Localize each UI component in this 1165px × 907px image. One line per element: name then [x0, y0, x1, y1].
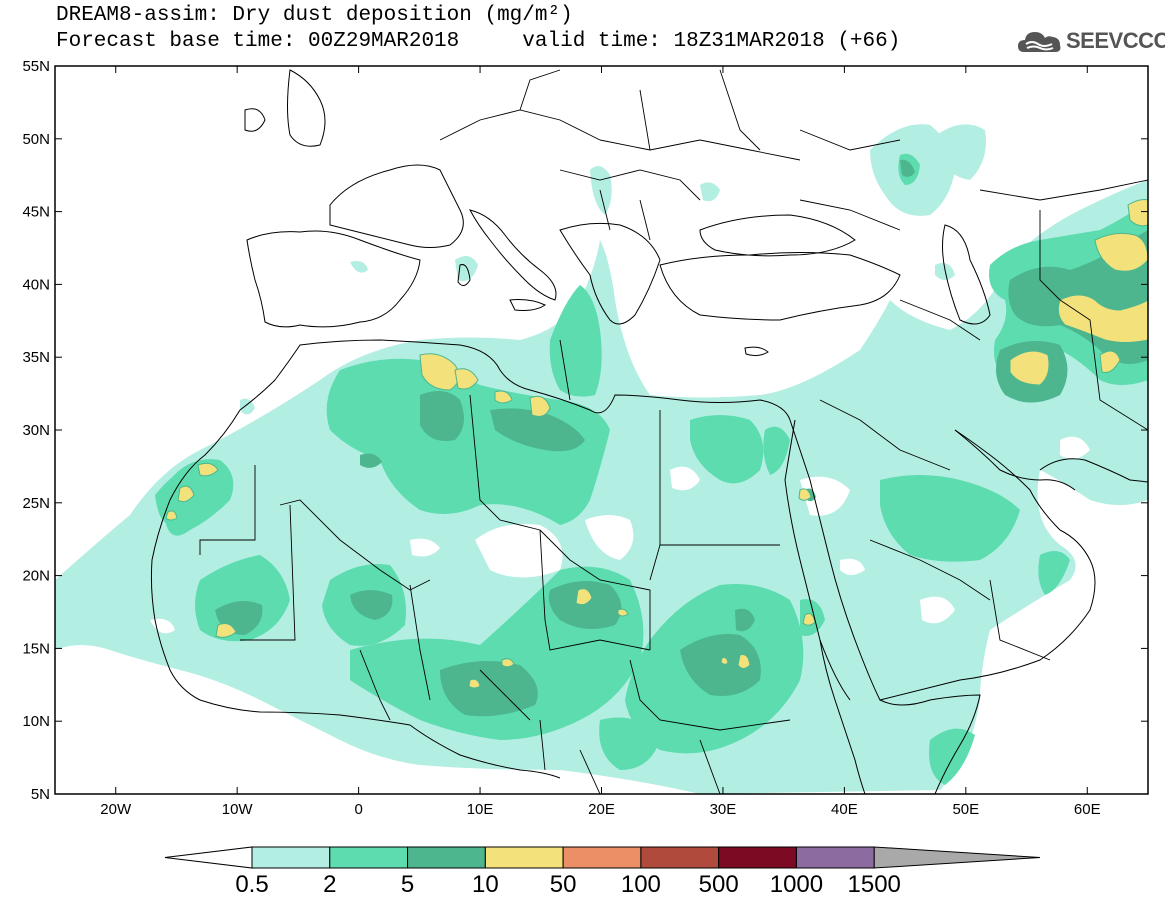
coastlines: [150, 69, 1148, 794]
colorbar-segment: [407, 846, 486, 869]
valid-time: valid time: 18Z31MAR2018 (+66): [522, 30, 901, 53]
forecast-base-time: Forecast base time: 00Z29MAR2018: [56, 30, 460, 53]
colorbar-label: 10: [472, 871, 499, 898]
colorbar-under-triangle: [164, 846, 253, 869]
longitude-ticks: 20W 10W 0 10E 20E 30E 40E 50E 60E: [100, 66, 1101, 818]
colorbar: 0.5 2 5 10 50 100 500 1000 1500: [164, 846, 1041, 898]
lon-tick-label: 60E: [1074, 801, 1101, 818]
lat-tick-label: 15N: [22, 640, 50, 657]
lat-tick-label: 35N: [22, 349, 50, 366]
colorbar-segment: [562, 846, 642, 869]
colorbar-label: 500: [699, 871, 739, 898]
colorbar-segment: [329, 846, 409, 869]
lon-tick-label: 10W: [222, 801, 254, 818]
lon-tick-label: 0: [354, 801, 362, 818]
map-area: [55, 66, 1148, 794]
lon-tick-label: 30E: [710, 801, 737, 818]
country-borders: [199, 69, 1148, 794]
cloud-icon: [1018, 32, 1061, 52]
colorbar-label: 50: [550, 871, 577, 898]
colorbar-label: 1500: [848, 871, 901, 898]
lat-tick-label: 50N: [22, 131, 50, 148]
colorbar-segment: [484, 846, 564, 869]
colorbar-segment: [640, 846, 720, 869]
lat-tick-label: 30N: [22, 422, 50, 439]
colorbar-segment: [873, 846, 1041, 869]
colorbar-label: 1000: [770, 871, 823, 898]
lat-tick-label: 20N: [22, 568, 50, 585]
logo-text: SEEVCCC: [1066, 28, 1165, 53]
lon-tick-label: 40E: [831, 801, 858, 818]
colorbar-segment: [251, 846, 331, 869]
lat-tick-label: 55N: [22, 58, 50, 75]
lon-tick-label: 20E: [588, 801, 615, 818]
lat-tick-label: 5N: [31, 786, 50, 803]
lon-tick-label: 10E: [467, 801, 494, 818]
colorbar-label: 2: [323, 871, 336, 898]
deposition-layer-10-50: [165, 199, 1148, 689]
forecast-time-line: Forecast base time: 00Z29MAR2018 valid t…: [56, 30, 900, 53]
lon-tick-label: 50E: [952, 801, 979, 818]
colorbar-segment: [795, 846, 875, 869]
colorbar-segment: [718, 846, 797, 869]
colorbar-label: 5: [401, 871, 414, 898]
lon-tick-label: 20W: [100, 801, 132, 818]
chart-title: DREAM8-assim: Dry dust deposition (mg/m²…: [56, 4, 573, 27]
lat-tick-label: 25N: [22, 495, 50, 512]
colorbar-label: 100: [621, 871, 661, 898]
lat-tick-label: 10N: [22, 713, 50, 730]
latitude-ticks: 55N 50N 45N 40N 35N 30N 25N 20N 15N 10N 5N: [22, 58, 1148, 803]
colorbar-label: 0.5: [235, 871, 268, 898]
seevccc-logo: SEEVCCC: [1016, 26, 1165, 56]
lat-tick-label: 40N: [22, 276, 50, 293]
lat-tick-label: 45N: [22, 204, 50, 221]
